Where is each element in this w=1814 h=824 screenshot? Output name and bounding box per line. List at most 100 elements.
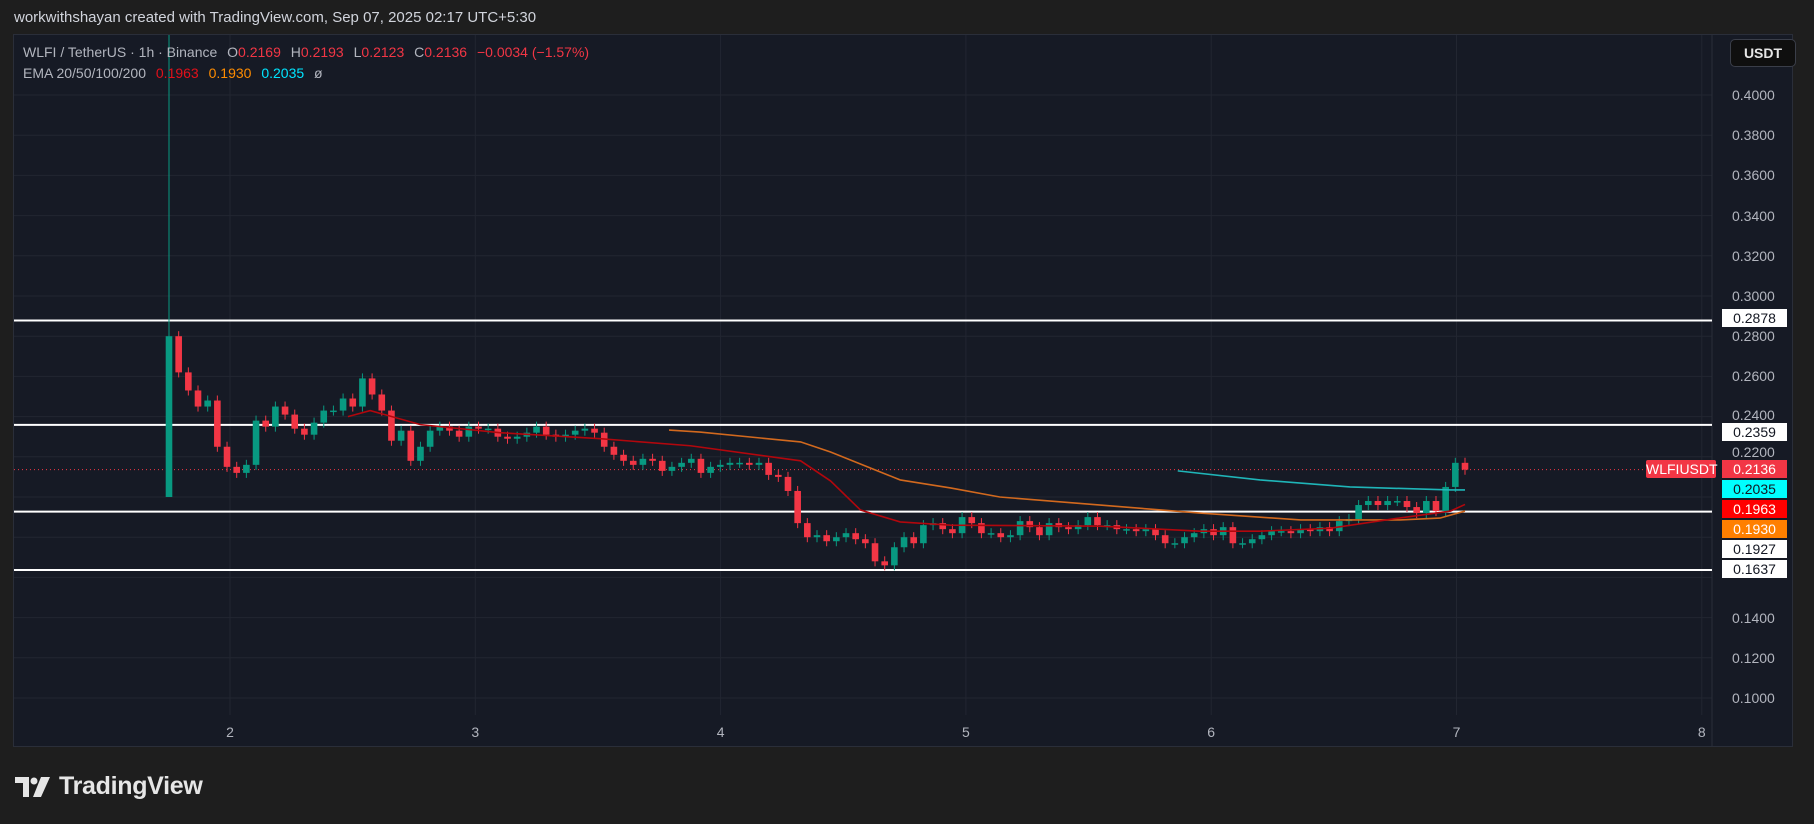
- candle-down: [1326, 527, 1333, 532]
- time-tick-label: 6: [1207, 724, 1216, 740]
- price-tick-label: 0.3200: [1732, 247, 1775, 264]
- candle-up: [1142, 529, 1150, 532]
- candle-up: [1007, 535, 1014, 538]
- candle-down: [281, 406, 289, 415]
- candle-up: [465, 426, 473, 437]
- candle-up: [1074, 525, 1082, 530]
- candle-down: [620, 454, 627, 461]
- symbol-legend: WLFI / TetherUS · 1h · Binance O0.2169 H…: [23, 44, 595, 60]
- candle-down: [504, 436, 511, 439]
- price-tag: 0.2878: [1722, 309, 1787, 327]
- ema20-line: [347, 409, 1466, 532]
- price-tick-label: 0.3400: [1732, 207, 1775, 224]
- candle-up: [1258, 535, 1266, 540]
- ema50-value: 0.1930: [208, 65, 252, 81]
- candle-down: [658, 460, 666, 471]
- time-tick-label: 4: [716, 724, 725, 740]
- candle-up: [1297, 529, 1304, 534]
- candle-down: [388, 410, 395, 441]
- candle-up: [1171, 543, 1179, 545]
- candle-up: [339, 398, 347, 411]
- candle-up: [310, 422, 318, 435]
- symbol-price-tag: WLFIUSDT: [1646, 460, 1718, 478]
- candle-up: [687, 458, 695, 463]
- candle-up: [426, 430, 434, 447]
- candle-down: [1036, 527, 1043, 536]
- candle-down: [1026, 521, 1034, 528]
- price-tick-label: 0.2800: [1732, 328, 1775, 345]
- symbol-info[interactable]: WLFI / TetherUS · 1h · Binance: [23, 44, 218, 60]
- candle-up: [359, 378, 366, 407]
- price-tick-label: 0.2600: [1732, 368, 1775, 385]
- ema-label[interactable]: EMA 20/50/100/200: [23, 65, 146, 81]
- candle-down: [862, 539, 869, 544]
- candle-down: [475, 426, 482, 429]
- price-tick-label: 0.1400: [1732, 609, 1775, 626]
- ema-legend: EMA 20/50/100/200 0.1963 0.1930 0.2035 ø: [23, 65, 329, 81]
- time-tick-label: 8: [1697, 724, 1706, 740]
- high-value: 0.2193: [300, 44, 344, 60]
- candle-up: [987, 533, 995, 535]
- price-tick-label: 0.4000: [1732, 87, 1775, 103]
- candle-up: [726, 462, 734, 465]
- candle-up: [736, 462, 743, 465]
- candle-down: [214, 400, 221, 447]
- candle-up: [1384, 501, 1391, 506]
- price-tick-label: 0.3800: [1732, 127, 1775, 144]
- candle-up: [813, 535, 821, 538]
- open-label: O: [227, 44, 239, 60]
- candle-up: [842, 533, 850, 538]
- candle-down: [185, 372, 192, 391]
- candle-down: [1229, 527, 1237, 544]
- candle-up: [204, 400, 211, 407]
- candle-down: [697, 458, 705, 473]
- candle-up: [1016, 521, 1024, 536]
- time-tick-label: 3: [471, 724, 480, 740]
- candle-up: [891, 547, 898, 566]
- ema100-value: 0.2035: [261, 65, 305, 81]
- chart-pane[interactable]: [13, 34, 1793, 747]
- open-value: 0.2169: [238, 44, 281, 60]
- price-tag: 0.1930: [1722, 520, 1787, 538]
- candle-down: [939, 523, 947, 530]
- candle-up: [243, 464, 250, 473]
- candle-down: [349, 398, 357, 407]
- candle-up: [1277, 531, 1285, 533]
- candle-down: [1287, 531, 1295, 534]
- candle-up: [252, 420, 260, 465]
- candle-down: [745, 462, 753, 465]
- candle-down: [910, 537, 918, 544]
- candle-up: [707, 466, 714, 473]
- candle-down: [1306, 529, 1314, 532]
- candle-up: [330, 410, 337, 413]
- candle-up: [1190, 533, 1198, 538]
- candle-down: [1132, 529, 1140, 532]
- candle-down: [301, 428, 308, 435]
- candle-down: [591, 428, 598, 433]
- time-tick-label: 2: [226, 724, 234, 740]
- candle-down: [1094, 517, 1101, 526]
- tradingview-logo[interactable]: TradingView: [15, 772, 203, 801]
- candle-down: [1432, 501, 1440, 512]
- candle-up: [716, 464, 724, 467]
- candle-down: [194, 390, 202, 407]
- price-tick-label: 0.1000: [1732, 690, 1775, 706]
- candle-up: [1248, 539, 1256, 544]
- candle-up: [1084, 517, 1092, 526]
- candle-down: [852, 533, 859, 540]
- ema100-line: [1177, 470, 1465, 491]
- candle-up: [1268, 531, 1275, 536]
- high-label: H: [290, 44, 301, 60]
- candle-down: [871, 543, 879, 562]
- price-tick-label: 0.2200: [1732, 444, 1775, 460]
- candle-down: [775, 474, 782, 477]
- price-tag: 0.2359: [1722, 423, 1787, 441]
- price-tag: 0.1963: [1722, 500, 1787, 518]
- candle-up: [668, 466, 676, 471]
- candle-up: [272, 406, 279, 427]
- currency-button[interactable]: USDT: [1730, 39, 1796, 67]
- candle-down: [291, 414, 299, 429]
- candle-down: [1413, 507, 1420, 514]
- close-value: 0.2136: [424, 44, 468, 60]
